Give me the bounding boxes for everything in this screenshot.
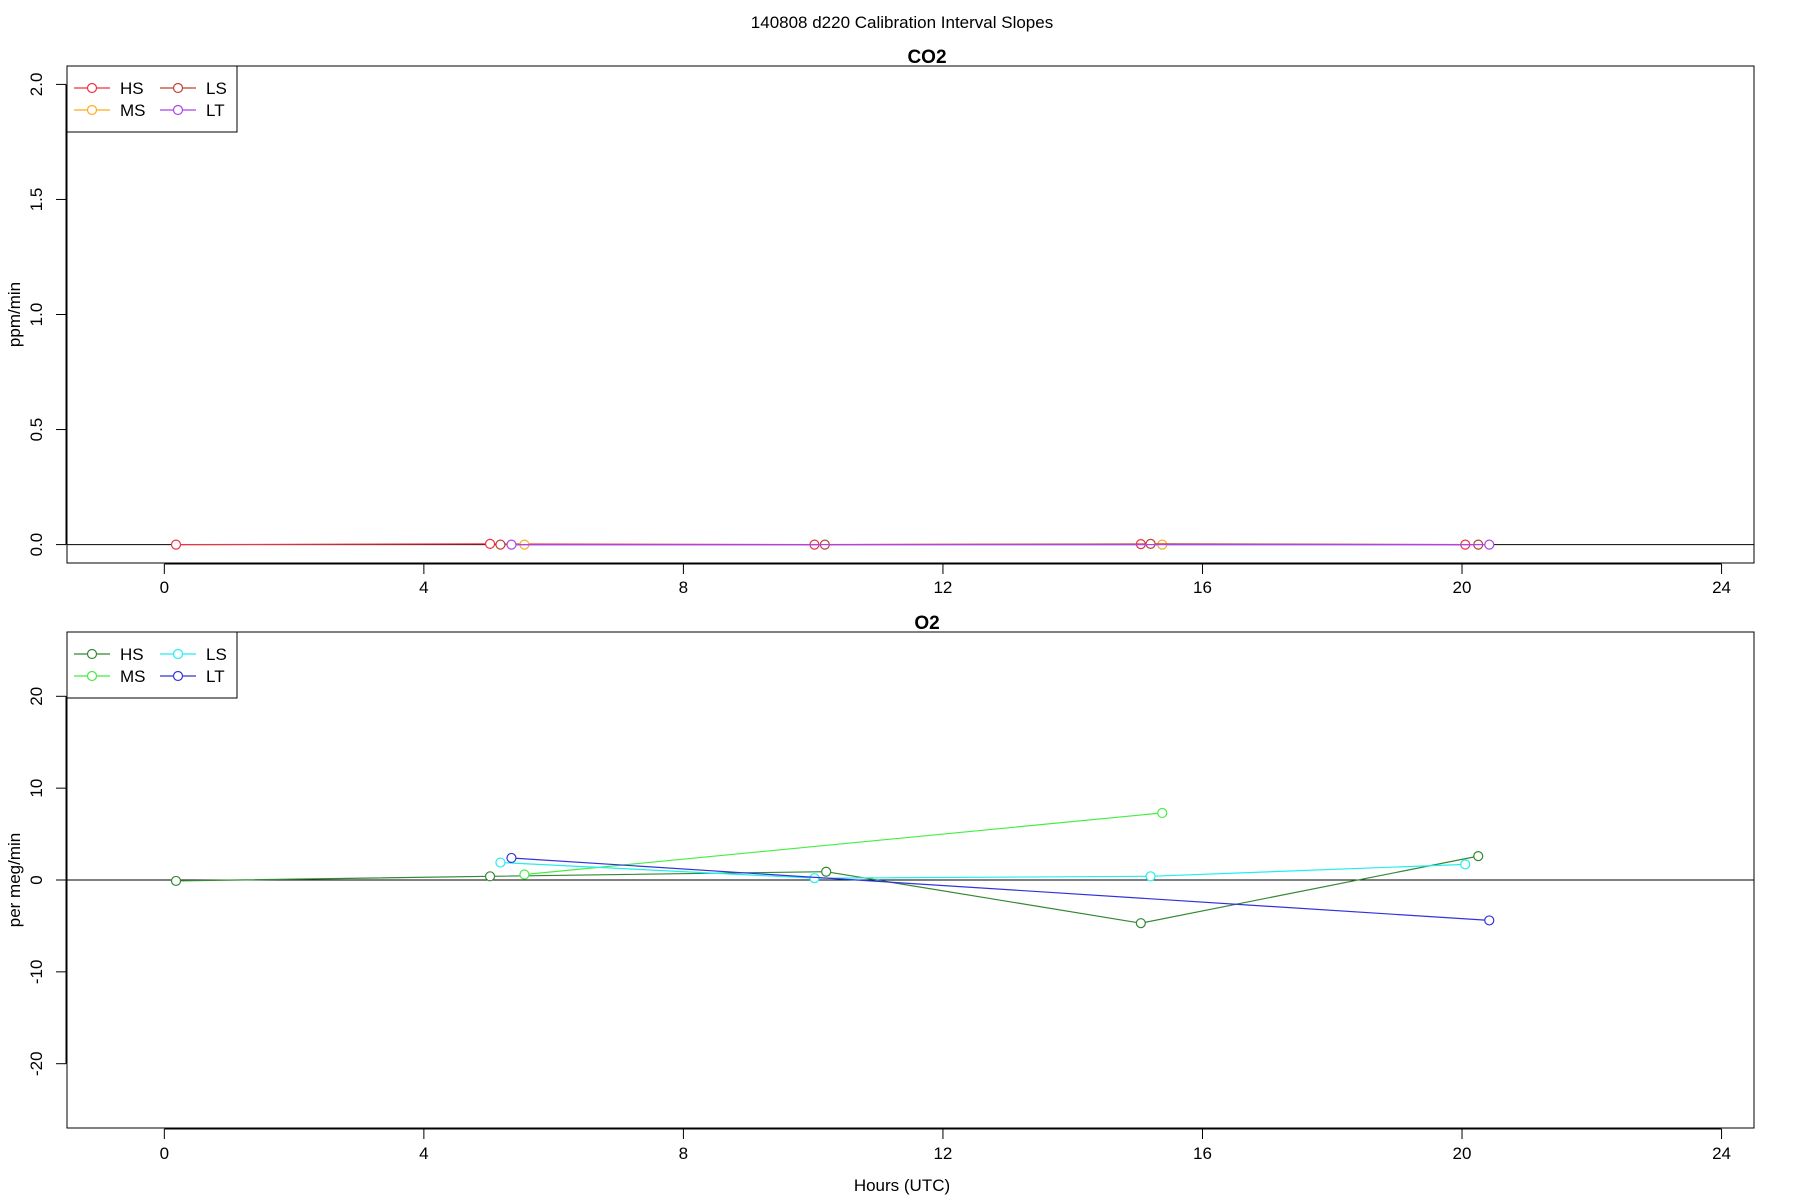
x-tick-label: 4 (419, 1144, 428, 1163)
x-tick-label: 24 (1712, 578, 1731, 597)
co2-panel: CO2 ppm/min 0 4 8 12 16 20 24 0.0 0.5 1.0 1.5 2.0 HS MS… (5, 47, 1755, 597)
data-point-lt (1484, 915, 1495, 926)
legend-label-lt: LT (206, 101, 225, 120)
legend-marker-ls (172, 82, 184, 94)
y-tick-label: 2.0 (27, 73, 46, 97)
data-point-ms (1157, 807, 1168, 819)
y-tick-label: -10 (27, 960, 46, 985)
x-tick-label: 12 (933, 1144, 952, 1163)
series-line-ms (524, 812, 1163, 876)
data-point-ls (495, 857, 506, 868)
data-point-lt (506, 852, 517, 864)
legend-marker-lt (172, 104, 184, 116)
x-tick-label: 16 (1193, 1144, 1212, 1163)
data-point-hs (821, 866, 832, 877)
y-axis-label: ppm/min (5, 282, 24, 347)
data-point-hs (170, 875, 182, 887)
x-tick-label: 12 (933, 578, 952, 597)
y-tick-label: -20 (27, 1051, 46, 1076)
y-tick-label: 1.5 (27, 188, 46, 212)
x-tick-label: 20 (1453, 578, 1472, 597)
data-point-lt (506, 539, 517, 550)
legend-label-ls: LS (206, 79, 227, 98)
y-tick-label: 0.5 (27, 418, 46, 442)
legend-marker-lt (172, 670, 184, 682)
x-tick-label: 4 (419, 578, 428, 597)
y-axis-label: per meg/min (5, 833, 24, 927)
y-tick-label: 10 (27, 779, 46, 798)
x-tick-label: 24 (1712, 1144, 1731, 1163)
legend-marker-hs (86, 82, 98, 94)
legend: HS MS LS LT (66, 631, 238, 699)
data-point-ms (519, 869, 530, 880)
series-line-hs (175, 855, 1479, 924)
data-point-hs (1473, 851, 1484, 862)
y-tick-label: 1.0 (27, 303, 46, 327)
legend: HS MS LS LT (66, 65, 238, 133)
data-point-hs (170, 539, 182, 550)
data-point-hs (1135, 918, 1146, 929)
x-tick-label: 16 (1193, 578, 1212, 597)
figure-title: 140808 d220 Calibration Interval Slopes (751, 13, 1053, 32)
x-tick-label: 8 (679, 1144, 688, 1163)
data-point-lt (1484, 539, 1495, 550)
series-line-ls (500, 861, 1466, 879)
data-point-ls (1145, 871, 1156, 882)
data-point-ls (809, 873, 820, 884)
legend-marker-ms (86, 104, 98, 116)
legend-label-ls: LS (206, 645, 227, 664)
legend-label-lt: LT (206, 667, 225, 686)
legend-marker-ls (172, 648, 184, 660)
data-point-hs (484, 871, 496, 882)
x-tick-label: 8 (679, 578, 688, 597)
legend-marker-ms (86, 670, 98, 682)
data-point-ls (1460, 859, 1471, 870)
x-tick-label: 20 (1453, 1144, 1472, 1163)
legend-box (66, 65, 238, 133)
plot-frame (66, 65, 1755, 564)
series-line-lt (511, 857, 1490, 921)
panel-title: O2 (914, 613, 939, 634)
legend-box (66, 631, 238, 699)
y-tick-label: 20 (27, 687, 46, 706)
data-point-hs (484, 538, 496, 550)
y-tick-label: 0 (27, 875, 46, 884)
legend-label-hs: HS (120, 645, 144, 664)
data-point-ls (495, 539, 506, 550)
x-tick-label: 0 (160, 1144, 169, 1163)
legend-label-ms: MS (120, 667, 146, 686)
y-tick-label: 0.0 (27, 533, 46, 557)
legend-marker-hs (86, 648, 98, 660)
legend-label-ms: MS (120, 101, 146, 120)
x-tick-label: 0 (160, 578, 169, 597)
data-point-ls (1145, 538, 1156, 550)
x-axis-label: Hours (UTC) (854, 1176, 950, 1195)
panel-title: CO2 (907, 47, 946, 68)
legend-label-hs: HS (120, 79, 144, 98)
